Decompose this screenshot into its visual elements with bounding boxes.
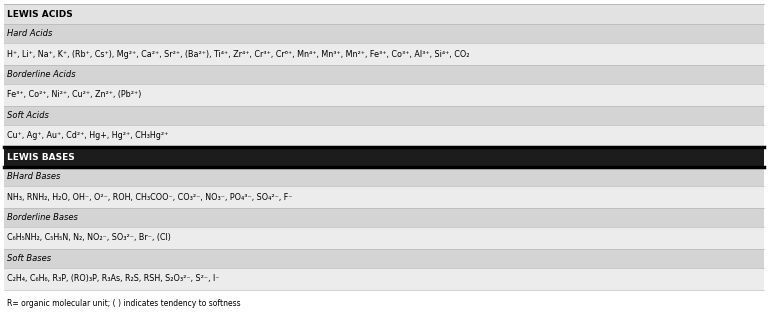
Text: C₆H₅NH₂, C₅H₅N, N₂, NO₂⁻, SO₃²⁻, Br⁻, (Cl): C₆H₅NH₂, C₅H₅N, N₂, NO₂⁻, SO₃²⁻, Br⁻, (C… [7, 233, 170, 242]
Text: LEWIS ACIDS: LEWIS ACIDS [7, 10, 73, 19]
Bar [4, 249, 764, 268]
Text: C₂H₄, C₆H₆, R₃P, (RO)₃P, R₃As, R₂S, RSH, S₂O₃²⁻, S²⁻, I⁻: C₂H₄, C₆H₆, R₃P, (RO)₃P, R₃As, R₂S, RSH,… [7, 274, 220, 283]
Bar [4, 186, 764, 208]
Bar [4, 227, 764, 249]
Bar [4, 268, 764, 290]
Text: Borderline Bases: Borderline Bases [7, 213, 78, 222]
Text: BHard Bases: BHard Bases [7, 172, 61, 181]
Text: Hard Acids: Hard Acids [7, 29, 52, 38]
Bar [4, 4, 764, 24]
Bar [4, 65, 764, 84]
Text: Cu⁺, Ag⁺, Au⁺, Cd²⁺, Hg+, Hg²⁺, CH₃Hg²⁺: Cu⁺, Ag⁺, Au⁺, Cd²⁺, Hg+, Hg²⁺, CH₃Hg²⁺ [7, 131, 168, 140]
Bar [4, 84, 764, 106]
Bar [4, 24, 764, 43]
Bar [4, 43, 764, 65]
Bar [4, 147, 764, 167]
Text: Fe³⁺, Co²⁺, Ni²⁺, Cu²⁺, Zn²⁺, (Pb²⁺): Fe³⁺, Co²⁺, Ni²⁺, Cu²⁺, Zn²⁺, (Pb²⁺) [7, 90, 141, 100]
Bar [4, 167, 764, 186]
Bar [4, 125, 764, 147]
Text: NH₃, RNH₂, H₂O, OH⁻, O²⁻, ROH, CH₃COO⁻, CO₃²⁻, NO₃⁻, PO₄³⁻, SO₄²⁻, F⁻: NH₃, RNH₂, H₂O, OH⁻, O²⁻, ROH, CH₃COO⁻, … [7, 192, 293, 202]
Text: H⁺, Li⁺, Na⁺, K⁺, (Rb⁺, Cs⁺), Mg²⁺, Ca²⁺, Sr²⁺, (Ba²⁺), Ti⁴⁺, Zr⁴⁺, Cr³⁺, Cr⁶⁺, : H⁺, Li⁺, Na⁺, K⁺, (Rb⁺, Cs⁺), Mg²⁺, Ca²⁺… [7, 50, 469, 58]
Text: Soft Bases: Soft Bases [7, 254, 51, 263]
Text: LEWIS BASES: LEWIS BASES [7, 153, 74, 162]
Text: Soft Acids: Soft Acids [7, 111, 49, 120]
Bar [4, 208, 764, 227]
Bar [4, 106, 764, 125]
Text: Borderline Acids: Borderline Acids [7, 70, 75, 79]
Text: R= organic molecular unit; ( ) indicates tendency to softness: R= organic molecular unit; ( ) indicates… [7, 300, 240, 308]
